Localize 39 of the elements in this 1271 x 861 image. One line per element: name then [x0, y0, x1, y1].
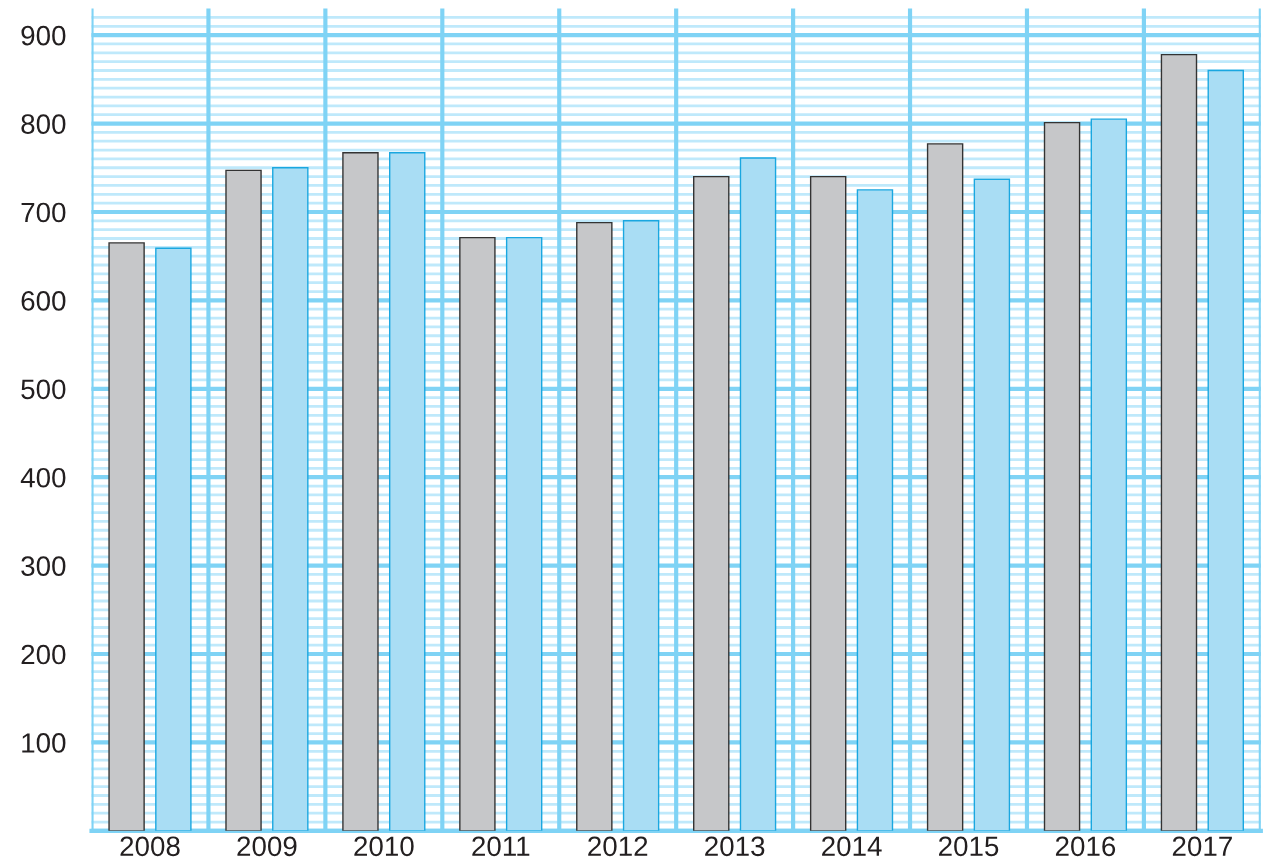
x-tick-label: 2010: [354, 836, 414, 857]
y-tick-label: 700: [21, 202, 66, 223]
bar: [809, 175, 847, 831]
x-tick-label: 2013: [705, 836, 765, 857]
bar: [1160, 53, 1198, 831]
bar: [576, 221, 613, 831]
bar: [1207, 69, 1244, 831]
bar: [108, 242, 145, 831]
bar: [272, 167, 309, 831]
y-tick-label: 200: [21, 644, 66, 665]
bar: [693, 175, 730, 831]
y-tick-label: 600: [21, 291, 66, 311]
bar: [739, 157, 777, 831]
bar: [459, 236, 496, 831]
x-tick-label: 2011: [472, 836, 530, 857]
bar: [973, 178, 1011, 831]
y-tick-label: 100: [22, 733, 66, 753]
y-tick-label: 300: [21, 556, 66, 576]
x-tick-label: 2008: [120, 836, 180, 857]
bar: [1090, 118, 1128, 831]
bar: [1043, 121, 1081, 831]
bar: [622, 220, 660, 831]
bar: [856, 189, 894, 831]
bar: [926, 143, 964, 831]
x-tick-label: 2016: [1055, 836, 1116, 857]
y-tick-label: 800: [21, 114, 66, 134]
bar: [225, 169, 262, 831]
x-tick-label: 2015: [939, 836, 999, 857]
bar: [505, 236, 543, 831]
bar: [388, 152, 426, 831]
bar: [342, 152, 379, 831]
y-tick-label: 900: [21, 25, 66, 46]
x-tick-label: 2012: [588, 836, 648, 857]
bar: [155, 247, 192, 831]
x-tick-label: 2017: [1172, 836, 1232, 857]
x-tick-label: 2009: [237, 836, 297, 857]
y-tick-label: 400: [20, 467, 66, 488]
y-tick-label: 500: [21, 379, 66, 400]
x-tick-label: 2014: [822, 836, 882, 857]
